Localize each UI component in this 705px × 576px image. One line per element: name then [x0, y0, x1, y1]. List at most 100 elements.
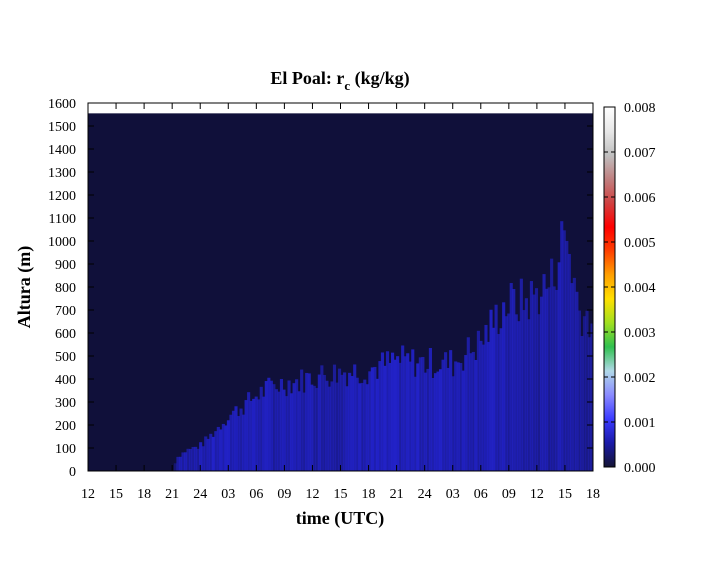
heatmap-cell [171, 469, 175, 471]
colorbar-tick-label: 0.004 [624, 281, 656, 296]
heatmap-cell [466, 337, 470, 471]
heatmap-cell [226, 420, 230, 471]
heatmap-cell [325, 380, 329, 471]
heatmap-cell [302, 392, 306, 471]
heatmap-cell [363, 379, 367, 471]
heatmap-cell [244, 400, 248, 471]
heatmap-cell [519, 278, 523, 471]
heatmap-cell [550, 258, 554, 471]
heatmap-cell [322, 374, 326, 471]
x-axis-title: time (UTC) [296, 508, 384, 529]
heatmap-cell [590, 323, 593, 471]
heatmap-cell [456, 362, 460, 471]
heatmap-cell [178, 456, 183, 471]
heatmap-cell [557, 262, 561, 471]
x-axis-ticks: 12 15 18 21 24 03 06 09 12 15 18 21 24 03 06 09 12 15 18 [81, 103, 600, 502]
heatmap-cell [431, 377, 435, 471]
heatmap-cell [274, 389, 278, 471]
colorbar-tick-label: 0.000 [624, 461, 656, 476]
heatmap-cell [186, 448, 190, 471]
heatmap-cell [484, 324, 488, 471]
heatmap-cell [451, 376, 455, 471]
heatmap-cell [373, 366, 377, 471]
heatmap-cell [360, 382, 364, 471]
heatmap-cell [428, 347, 432, 471]
y-tick-label: 1500 [48, 120, 76, 135]
x-tick-label: 15 [334, 487, 348, 502]
heatmap-cell [562, 230, 566, 471]
heatmap-cell [234, 406, 238, 471]
heatmap-cell [507, 313, 511, 471]
heatmap-cell [199, 442, 203, 471]
heatmap-cell [183, 452, 188, 471]
heatmap-cell [492, 327, 496, 471]
heatmap-cell [219, 429, 223, 471]
heatmap-cell [300, 369, 304, 471]
colorbar-tick-label: 0.006 [624, 191, 656, 206]
heatmap-cell [582, 316, 587, 471]
heatmap-cell [320, 365, 324, 471]
y-tick-label: 600 [55, 327, 76, 342]
heatmap-cell [418, 357, 422, 471]
heatmap-cells [88, 113, 593, 471]
heatmap-cell [547, 287, 551, 471]
heatmap-cell [585, 310, 589, 471]
heatmap-cell [580, 336, 584, 471]
heatmap-cell [479, 340, 483, 471]
heatmap-cell [388, 362, 392, 471]
heatmap-cell [486, 341, 491, 471]
x-tick-label: 03 [221, 487, 235, 502]
x-tick-label: 18 [362, 487, 376, 502]
heatmap-cell [355, 377, 359, 471]
y-tick-label: 1600 [48, 97, 76, 112]
heatmap-cell [348, 372, 352, 471]
heatmap-cell [194, 446, 198, 471]
heatmap-cell [537, 314, 541, 471]
heatmap-cell [411, 349, 415, 471]
heatmap-cell [353, 364, 357, 471]
heatmap-cell [295, 379, 299, 471]
heatmap-cell [239, 408, 243, 471]
heatmap-cell [247, 392, 251, 471]
heatmap-cell [476, 330, 480, 471]
heatmap-cell [236, 416, 241, 471]
y-tick-label: 1300 [48, 166, 76, 181]
heatmap-cell [393, 359, 397, 471]
heatmap-cell [587, 337, 592, 471]
heatmap-cell [438, 369, 443, 471]
chart-title-main: El Poal: r [270, 68, 344, 88]
heatmap-cell [577, 310, 581, 471]
heatmap-cell [310, 384, 314, 471]
heatmap-cell [522, 310, 526, 471]
heatmap-cell [555, 289, 559, 471]
heatmap-cell [262, 396, 266, 471]
heatmap-cell [459, 362, 463, 471]
heatmap-cell [474, 360, 478, 471]
heatmap-cell [436, 371, 440, 471]
y-tick-label: 400 [55, 373, 76, 388]
heatmap-cell [454, 361, 458, 471]
heatmap-cell [570, 283, 574, 471]
heatmap-cell [249, 400, 253, 471]
y-tick-label: 1000 [48, 235, 76, 250]
heatmap-cell [257, 399, 261, 471]
heatmap-cell [204, 436, 208, 471]
heatmap-cell [242, 414, 246, 471]
heatmap-cell [264, 381, 268, 471]
heatmap-cell [469, 353, 473, 471]
heatmap-cell [284, 396, 289, 471]
heatmap-cell [191, 446, 195, 471]
x-tick-label: 12 [530, 487, 544, 502]
chart-title-units: (kg/kg) [350, 68, 410, 89]
heatmap-cell [403, 356, 407, 471]
heatmap-cell [375, 378, 379, 471]
heatmap-cell [383, 365, 387, 471]
x-tick-label: 06 [474, 487, 488, 502]
heatmap-cell [287, 380, 291, 471]
heatmap-cell [401, 345, 405, 471]
heatmap-cell [408, 361, 412, 471]
x-tick-label: 18 [137, 487, 151, 502]
heatmap-cell [391, 352, 395, 471]
heatmap-cell [259, 386, 263, 471]
heatmap-cell [512, 288, 516, 471]
